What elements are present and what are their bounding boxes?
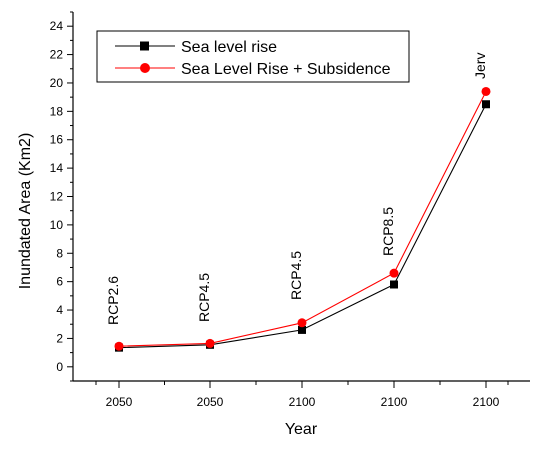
- x-axis-title: Year: [285, 421, 318, 438]
- y-tick-label: 14: [50, 161, 64, 175]
- legend-label: Sea level rise: [181, 39, 277, 56]
- legend-label: Sea Level Rise + Subsidence: [181, 61, 391, 78]
- x-tick-label: 2050: [197, 395, 224, 409]
- x-tick-label: 2050: [106, 395, 133, 409]
- y-axis-title: Inundated Area (Km2): [17, 133, 34, 290]
- legend-marker-square: [140, 41, 149, 51]
- x-tick-label: 2100: [381, 395, 408, 409]
- y-tick-label: 24: [50, 19, 64, 33]
- y-tick-label: 22: [50, 48, 64, 62]
- x-tick-label: 2100: [289, 395, 316, 409]
- data-point-circle: [205, 338, 215, 348]
- data-point-square: [482, 100, 490, 109]
- y-tick-label: 6: [56, 275, 63, 289]
- legend: Sea level rise Sea Level Rise + Subsidenc…: [96, 30, 410, 83]
- scenario-label: RCP2.6: [105, 276, 121, 325]
- y-tick-label: 18: [50, 104, 64, 118]
- y-tick-label: 12: [50, 190, 64, 204]
- series-line: [118, 103, 487, 349]
- data-point-square: [298, 325, 306, 334]
- data-point-circle: [114, 341, 124, 351]
- x-tick-label: 2100: [473, 395, 500, 409]
- legend-box: [96, 30, 410, 83]
- y-tick-label: 20: [50, 76, 64, 90]
- scenario-label: RCP4.5: [288, 251, 304, 300]
- data-point-square: [390, 280, 398, 289]
- y-tick-label: 4: [56, 303, 63, 317]
- series-line: [118, 91, 487, 347]
- data-point-circle: [297, 318, 307, 328]
- legend-marker-circle: [140, 63, 150, 73]
- y-tick-label: 10: [50, 218, 64, 232]
- y-tick-label: 0: [56, 360, 63, 374]
- scenario-label: RCP4.5: [196, 273, 212, 322]
- data-point-circle: [389, 268, 399, 278]
- scenario-labels: RCP2.6 RCP4.5 RCP4.5 RCP8.5 Jerv: [105, 53, 488, 325]
- scenario-label: Jerv: [472, 53, 488, 79]
- y-tick-label: 8: [56, 246, 63, 260]
- y-tick-label: 2: [56, 331, 63, 345]
- y-tick-label: 16: [50, 133, 64, 147]
- series-layer: [114, 86, 491, 352]
- scenario-label: RCP8.5: [380, 207, 396, 256]
- data-point-circle: [481, 86, 491, 96]
